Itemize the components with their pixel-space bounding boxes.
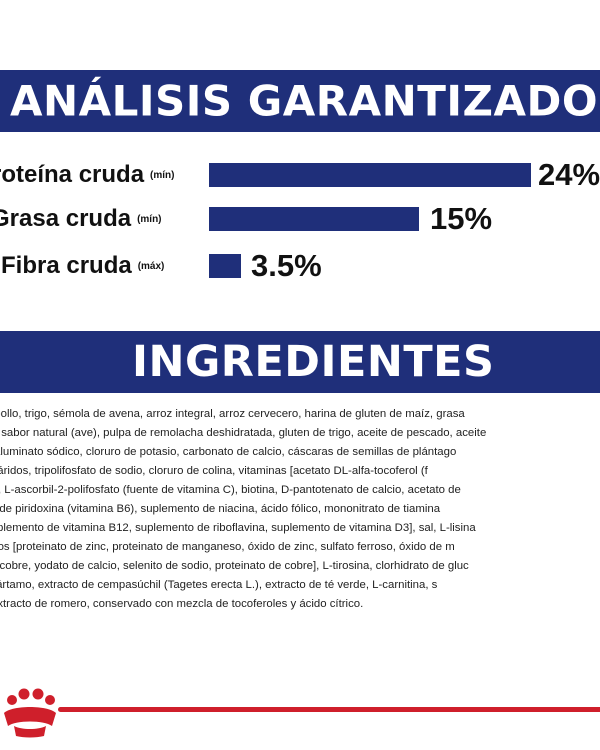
ingredients-line: sulfato de cobre, yodato de calcio, sele… [0, 560, 469, 572]
protein-value: 24% [538, 157, 600, 192]
ingredients-line: clorhidrato de piridoxina (vitamina B6),… [0, 503, 441, 515]
fat-row: Grasa cruda (mín) 15% [0, 199, 600, 239]
fiber-value: 3.5% [251, 248, 322, 283]
fat-qualifier: (mín) [137, 214, 162, 226]
ingredients-line: Subproductos de pollo, trigo, sémola de … [0, 408, 465, 420]
ingredients-line: vitamina E), L-ascorbil-2-polifosfato (f… [0, 484, 461, 496]
ingredients-line: de pollo, sabor natural (ave), pulpa de … [0, 427, 487, 439]
royal-crown-logo [4, 688, 56, 738]
analysis-title: ANÁLISIS GARANTIZADO [10, 76, 599, 126]
ingredients-line: suplemento de vitamina B12, suplemento d… [0, 522, 476, 534]
fiber-qualifier: (máx) [137, 261, 165, 273]
analysis-banner: ANÁLISIS GARANTIZADO [0, 70, 600, 132]
ingredients-line: fructooligosacáridos, tripolifosfato de … [0, 465, 428, 477]
fiber-bar [209, 254, 241, 278]
protein-bar [209, 163, 531, 187]
fiber-row: Fibra cruda (máx) 3.5% [0, 246, 600, 286]
ingredients-line: oligoelementos [proteinato de zinc, prot… [0, 541, 455, 553]
ingredients-line: vegetal, aluminato sódico, cloruro de po… [0, 446, 457, 458]
ingredients-line: aceite de cártamo, extracto de cempasúch… [0, 579, 438, 591]
fiber-label-text: Fibra cruda [1, 252, 132, 279]
fiber-label: Fibra cruda (máx) [1, 252, 164, 280]
ingredients-list: Subproductos de pollo, trigo, sémola de … [0, 405, 600, 614]
fat-bar [209, 207, 419, 231]
protein-qualifier: (mín) [150, 170, 175, 182]
ingredients-line: de taurina, extracto de romero, conserva… [0, 598, 364, 610]
fat-label: Grasa cruda (mín) [0, 205, 162, 233]
ingredients-title: INGREDIENTES [132, 337, 495, 387]
footer-line [58, 707, 600, 712]
protein-label-text: Proteína cruda [0, 161, 145, 188]
fat-label-text: Grasa cruda [0, 205, 132, 232]
protein-row: Proteína cruda (mín) 24% [0, 155, 600, 195]
ingredients-banner: INGREDIENTES [0, 331, 600, 393]
protein-label: Proteína cruda (mín) [0, 161, 175, 189]
fat-value: 15% [430, 201, 493, 236]
